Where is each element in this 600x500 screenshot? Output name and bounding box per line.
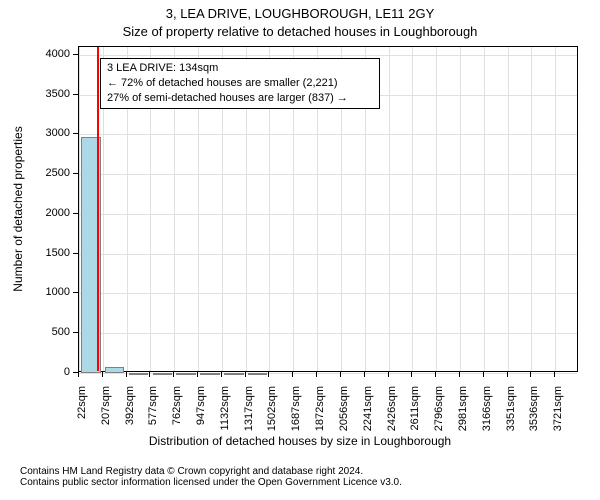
y-tick (73, 133, 78, 134)
gridline-h (79, 293, 577, 294)
x-tick-label: 577sqm (147, 386, 159, 425)
x-tick-label: 3721sqm (552, 386, 564, 431)
x-tick (102, 372, 103, 377)
bar (224, 373, 244, 375)
gridline-v (79, 47, 80, 371)
x-tick (245, 372, 246, 377)
x-tick-label: 762sqm (171, 386, 183, 425)
y-tick-label: 1500 (30, 247, 70, 259)
x-tick-label: 1317sqm (243, 386, 255, 431)
footer-line2: Contains public sector information licen… (0, 477, 600, 488)
annotation-line2: ← 72% of detached houses are smaller (2,… (107, 76, 373, 91)
bar (153, 373, 173, 375)
x-tick-label: 3166sqm (481, 386, 493, 431)
y-tick (73, 253, 78, 254)
x-tick-label: 1872sqm (314, 386, 326, 431)
gridline-v (531, 47, 532, 371)
x-tick (316, 372, 317, 377)
x-tick (411, 372, 412, 377)
x-axis-title: Distribution of detached houses by size … (0, 434, 600, 448)
y-tick-label: 2500 (30, 167, 70, 179)
bar (200, 373, 220, 375)
x-tick (173, 372, 174, 377)
x-tick-label: 2981sqm (457, 386, 469, 431)
y-tick (73, 94, 78, 95)
gridline-h (79, 333, 577, 334)
x-tick (149, 372, 150, 377)
highlight-line (97, 47, 99, 371)
x-tick (78, 372, 79, 377)
y-tick (73, 332, 78, 333)
x-tick-label: 2056sqm (338, 386, 350, 431)
y-tick (73, 292, 78, 293)
y-tick-label: 4000 (30, 48, 70, 60)
x-tick (554, 372, 555, 377)
gridline-h (79, 214, 577, 215)
gridline-v (436, 47, 437, 371)
gridline-v (460, 47, 461, 371)
x-tick-label: 2426sqm (386, 386, 398, 431)
gridline-h (79, 254, 577, 255)
x-tick (221, 372, 222, 377)
x-tick-label: 392sqm (124, 386, 136, 425)
x-tick (459, 372, 460, 377)
x-tick (483, 372, 484, 377)
x-tick (197, 372, 198, 377)
x-tick (126, 372, 127, 377)
annotation-box: 3 LEA DRIVE: 134sqm ← 72% of detached ho… (100, 58, 380, 109)
chart-root: 3, LEA DRIVE, LOUGHBOROUGH, LE11 2GY Siz… (0, 0, 600, 500)
gridline-v (555, 47, 556, 371)
gridline-v (389, 47, 390, 371)
x-tick (340, 372, 341, 377)
x-tick-label: 3536sqm (528, 386, 540, 431)
x-tick-label: 947sqm (195, 386, 207, 425)
gridline-h (79, 174, 577, 175)
x-tick-label: 3351sqm (505, 386, 517, 431)
x-tick-label: 22sqm (76, 386, 88, 419)
x-tick (364, 372, 365, 377)
bar (248, 373, 268, 375)
x-tick-label: 1687sqm (290, 386, 302, 431)
x-tick-label: 2611sqm (409, 386, 421, 430)
y-tick-label: 500 (30, 326, 70, 338)
footer: Contains HM Land Registry data © Crown c… (0, 466, 600, 488)
x-tick-label: 207sqm (100, 386, 112, 425)
gridline-h (79, 55, 577, 56)
gridline-v (412, 47, 413, 371)
y-tick-label: 1000 (30, 286, 70, 298)
chart-title-line2: Size of property relative to detached ho… (0, 24, 600, 39)
chart-title-line1: 3, LEA DRIVE, LOUGHBOROUGH, LE11 2GY (0, 6, 600, 21)
y-tick-label: 0 (30, 366, 70, 378)
x-tick (292, 372, 293, 377)
x-tick (507, 372, 508, 377)
x-tick (268, 372, 269, 377)
annotation-line3: 27% of semi-detached houses are larger (… (107, 91, 373, 106)
gridline-v (484, 47, 485, 371)
x-tick-label: 1132sqm (219, 386, 231, 430)
annotation-line1: 3 LEA DRIVE: 134sqm (107, 61, 373, 76)
y-tick (73, 173, 78, 174)
x-tick-label: 2796sqm (433, 386, 445, 431)
bar (105, 367, 125, 373)
y-tick (73, 54, 78, 55)
y-axis-title: Number of detached properties (11, 126, 25, 291)
bar (176, 373, 196, 375)
gridline-h (79, 134, 577, 135)
y-tick (73, 213, 78, 214)
y-tick-label: 3500 (30, 88, 70, 100)
x-tick-label: 1502sqm (266, 386, 278, 431)
x-tick (388, 372, 389, 377)
y-tick-label: 3000 (30, 127, 70, 139)
footer-line1: Contains HM Land Registry data © Crown c… (0, 466, 600, 477)
x-tick (435, 372, 436, 377)
x-tick (530, 372, 531, 377)
x-tick-label: 2241sqm (362, 386, 374, 431)
y-tick-label: 2000 (30, 207, 70, 219)
bar (129, 373, 149, 375)
gridline-v (508, 47, 509, 371)
